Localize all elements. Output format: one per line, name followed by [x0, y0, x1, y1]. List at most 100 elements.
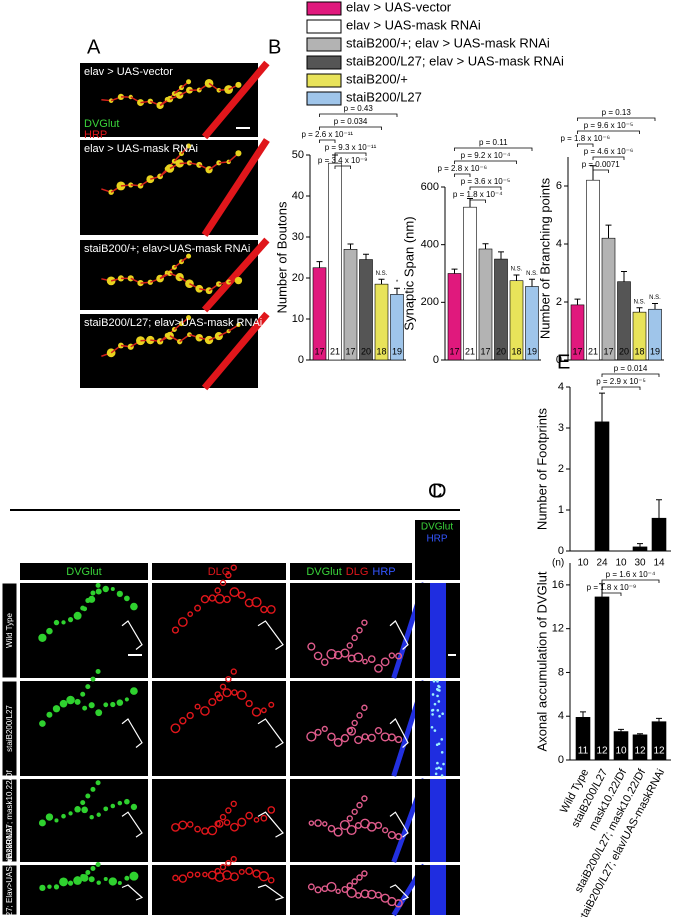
- legend-label: staiB200/+: [346, 71, 408, 86]
- bouton: [314, 886, 322, 894]
- nerve: [201, 311, 270, 391]
- y-tick-label: 2: [558, 463, 564, 475]
- bouton: [346, 824, 357, 836]
- n-label: 17: [314, 346, 324, 356]
- bouton: [380, 657, 390, 667]
- bracket: [389, 718, 409, 748]
- n-label: 21: [465, 346, 475, 356]
- bouton: [117, 800, 123, 806]
- bouton: [333, 737, 343, 747]
- comparison-bracket: [469, 186, 502, 190]
- bouton: [129, 871, 139, 881]
- bouton: [253, 817, 260, 823]
- bouton: [395, 652, 403, 660]
- bouton: [314, 819, 322, 827]
- y-axis-label: Number of Boutons: [274, 201, 289, 314]
- bar: [632, 546, 648, 552]
- panel-label: D: [432, 480, 446, 502]
- image-label: elav > UAS-mask RNAi: [84, 143, 198, 155]
- error-bar: [451, 268, 458, 274]
- n-label: 18: [634, 346, 644, 356]
- bouton: [67, 880, 74, 886]
- comparison-bracket: [592, 169, 609, 173]
- bouton: [356, 712, 363, 719]
- bouton: [185, 279, 194, 289]
- bouton: [207, 825, 218, 836]
- p-value: p = 1.8 x 10⁻⁴: [453, 190, 503, 199]
- bouton: [187, 611, 194, 617]
- bouton: [355, 892, 362, 899]
- image-label: staiB200/L27; elav>UAS-mask RNAi: [84, 317, 262, 329]
- bouton: [346, 642, 353, 649]
- bouton: [53, 619, 60, 626]
- bouton: [339, 819, 351, 831]
- bouton: [90, 786, 96, 792]
- bouton: [236, 322, 241, 328]
- n-label: 10: [615, 558, 627, 569]
- bouton: [81, 806, 88, 814]
- bracket: [121, 718, 143, 748]
- legend-swatch: [306, 1, 342, 16]
- p-value: p = 2.6 x 10⁻¹¹: [301, 130, 353, 139]
- bar: [463, 206, 477, 361]
- bouton: [61, 620, 66, 625]
- bouton: [124, 697, 129, 702]
- bouton: [85, 684, 91, 690]
- bouton: [229, 587, 240, 598]
- bouton: [204, 335, 214, 345]
- n-label: 17: [603, 346, 613, 356]
- bouton: [260, 814, 268, 822]
- bouton: [102, 585, 109, 593]
- bouton: [268, 701, 275, 708]
- vesicle: [437, 700, 441, 703]
- bouton: [96, 880, 101, 885]
- p-value: p = 0.0071: [582, 160, 621, 169]
- micrograph: [152, 583, 286, 678]
- bouton: [194, 604, 202, 612]
- bouton: [346, 887, 357, 898]
- bracket: [121, 811, 143, 838]
- column-header: [152, 563, 286, 580]
- bouton: [110, 803, 116, 809]
- bracket: [121, 884, 144, 901]
- bar: [586, 179, 600, 361]
- bar: [651, 517, 667, 552]
- bouton: [179, 717, 187, 725]
- bouton: [54, 818, 59, 823]
- legend-swatch: [306, 55, 342, 70]
- bouton: [351, 634, 358, 642]
- y-tick-label: 1: [558, 504, 564, 516]
- n-label: 20: [496, 346, 506, 356]
- bracket: [389, 884, 410, 901]
- legend-swatch: [306, 73, 342, 88]
- error-bar: [637, 543, 643, 547]
- bouton: [80, 874, 89, 882]
- bouton: [320, 658, 329, 666]
- bouton: [186, 315, 192, 321]
- comparison-bracket: [454, 173, 471, 177]
- n-label: 30: [634, 558, 646, 569]
- column-header-label: DVGlut: [66, 566, 101, 578]
- bouton: [219, 683, 227, 690]
- error-bar: [656, 499, 662, 519]
- bar: [343, 249, 358, 361]
- bouton: [361, 619, 368, 626]
- bouton: [124, 595, 130, 602]
- error-bar: [605, 224, 612, 239]
- n-label: 17: [572, 346, 582, 356]
- n-label: 11: [578, 746, 589, 757]
- y-tick-label: 20: [292, 272, 304, 284]
- comparison-bracket: [601, 373, 660, 377]
- image-label: elav > UAS-vector: [84, 66, 173, 78]
- n-label: 17: [449, 346, 459, 356]
- bouton: [53, 884, 60, 890]
- bouton: [208, 697, 217, 707]
- bouton: [117, 881, 122, 886]
- bouton: [73, 876, 82, 885]
- bouton: [251, 597, 262, 608]
- y-tick-label: 30: [292, 231, 304, 243]
- bouton: [346, 815, 353, 822]
- n-label: 14: [653, 558, 665, 569]
- bouton: [130, 602, 138, 611]
